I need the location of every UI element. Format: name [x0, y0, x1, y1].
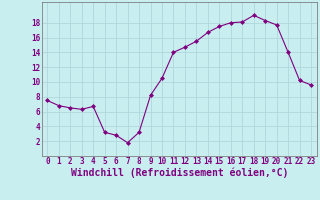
X-axis label: Windchill (Refroidissement éolien,°C): Windchill (Refroidissement éolien,°C) [70, 168, 288, 178]
